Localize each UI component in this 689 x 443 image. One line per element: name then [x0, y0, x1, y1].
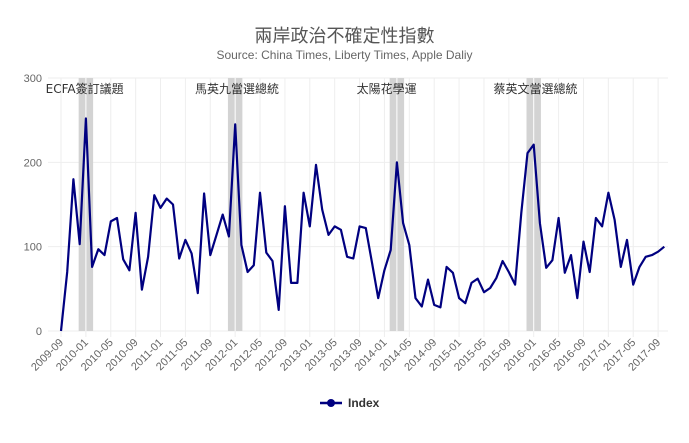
legend-item-index[interactable]: Index — [320, 396, 379, 410]
chart-title: 兩岸政治不確定性指數 — [254, 26, 435, 47]
legend-line-marker-icon — [320, 399, 342, 407]
event-label: 太陽花學運 — [357, 81, 417, 96]
y-tick-label: 200 — [24, 157, 42, 169]
chart-subtitle: Source: China Times, Liberty Times, Appl… — [216, 48, 473, 62]
index-series-line[interactable] — [59, 117, 665, 332]
y-tick-label: 300 — [24, 73, 42, 85]
event-annotations: ECFA簽訂議題 馬英九當選總統 太陽花學運 蔡英文當選總統 — [46, 81, 578, 96]
y-tick-label: 0 — [36, 326, 42, 338]
event-label: ECFA簽訂議題 — [46, 81, 124, 96]
event-label: 馬英九當選總統 — [195, 81, 279, 96]
y-tick-label: 100 — [24, 242, 42, 254]
event-bands — [78, 78, 541, 331]
event-label: 蔡英文當選總統 — [494, 81, 578, 96]
grid-lines — [48, 77, 668, 337]
legend-label: Index — [348, 396, 380, 410]
x-axis: 2009-092010-012010-052010-092011-012011-… — [29, 337, 663, 374]
y-axis: 0 100 200 300 — [24, 73, 42, 338]
